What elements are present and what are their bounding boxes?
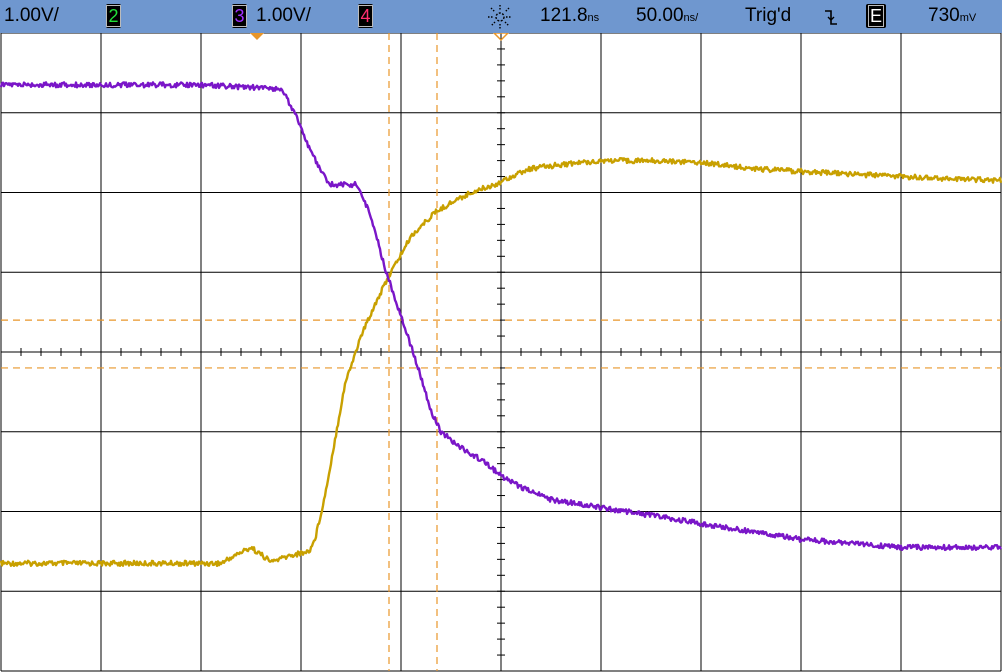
acquisition-run-icon bbox=[488, 5, 512, 29]
delay-readout[interactable]: 121.8ns bbox=[540, 4, 599, 30]
channel-3-trace bbox=[0, 81, 1002, 552]
trigger-level-unit: mV bbox=[959, 12, 977, 24]
ch4-label: 4 bbox=[358, 5, 373, 27]
waveform-display[interactable] bbox=[0, 33, 1002, 672]
trigger-source: E bbox=[867, 5, 884, 27]
trigger-state: Trig'd bbox=[745, 5, 792, 26]
timebase-readout[interactable]: 50.00ns/ bbox=[636, 4, 698, 30]
trigger-position-marker[interactable] bbox=[250, 33, 264, 40]
traces bbox=[0, 81, 1002, 567]
status-bar: 1.00V/ 2 3 1.00V/ 4 121.8ns 50.00ns/ Tri… bbox=[0, 0, 1002, 33]
ch3-label: 3 bbox=[232, 5, 247, 27]
falling-edge-icon[interactable] bbox=[824, 7, 838, 27]
trigger-level-readout[interactable]: 730mV bbox=[928, 4, 976, 30]
graticule bbox=[0, 33, 1002, 672]
delay-unit: ns bbox=[587, 12, 600, 24]
trigger-level-value: 730 bbox=[928, 5, 960, 26]
timebase-value: 50.00 bbox=[636, 5, 684, 26]
ch3-scale[interactable]: 1.00V/ bbox=[256, 5, 311, 26]
ch4-badge[interactable]: 4 bbox=[358, 4, 373, 28]
delay-reference-marker[interactable] bbox=[492, 33, 510, 42]
channel-1-trace bbox=[0, 157, 1002, 567]
delay-value: 121.8 bbox=[540, 5, 588, 26]
markers bbox=[250, 33, 510, 42]
timebase-unit: ns/ bbox=[683, 12, 699, 24]
cursors bbox=[1, 33, 1001, 671]
ch3-badge[interactable]: 3 bbox=[232, 4, 247, 28]
ch2-label: 2 bbox=[106, 5, 121, 27]
trigger-source-badge[interactable]: E bbox=[866, 4, 886, 28]
ch2-badge[interactable]: 2 bbox=[106, 4, 121, 28]
ch1-scale[interactable]: 1.00V/ bbox=[4, 5, 59, 26]
